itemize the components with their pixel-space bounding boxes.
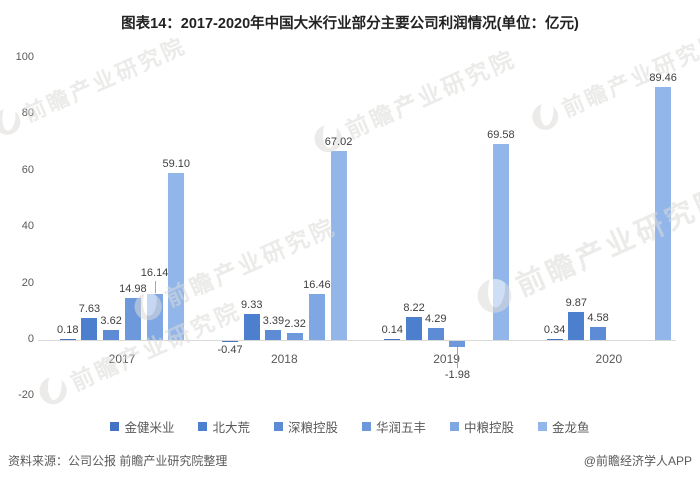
legend-item-金龙鱼: 金龙鱼	[538, 417, 590, 436]
bar-value-label: 0.34	[543, 324, 566, 336]
legend-label: 中粮控股	[464, 421, 515, 435]
x-axis-line	[38, 340, 676, 341]
watermark-text: 前瞻产业研究院	[511, 180, 700, 303]
bar-华润五丰-2018	[287, 333, 304, 340]
watermark-text: 前瞻产业研究院	[558, 27, 700, 122]
bar-value-label: 59.10	[162, 158, 191, 171]
bar-value-label: 4.29	[425, 312, 447, 325]
bar-value-label: 69.58	[487, 128, 515, 141]
bar-value-label: 2.32	[284, 318, 306, 331]
y-axis-tick-label: 100	[15, 50, 34, 63]
legend-item-华润五丰: 华润五丰	[362, 417, 426, 436]
bar-金健米业-2020	[546, 339, 563, 340]
bar-北大荒-2019	[406, 316, 423, 340]
legend-item-中粮控股: 中粮控股	[450, 417, 514, 436]
bar-中粮控股-2017	[146, 294, 163, 340]
x-axis-category-label: 2019	[433, 352, 460, 366]
legend: 金健米业 北大荒 深粮控股 华润五丰 中粮控股 金龙鱼	[0, 417, 700, 436]
bar-value-label: 89.46	[649, 72, 677, 85]
source-note: 资料来源：公司公报 前瞻产业研究院整理	[8, 454, 228, 468]
bar-中粮控股-2018	[308, 293, 325, 340]
bar-北大荒-2017	[81, 318, 98, 340]
bar-北大荒-2020	[568, 312, 585, 340]
x-axis-category-label: 2017	[108, 352, 136, 366]
legend-label: 金健米业	[124, 421, 175, 435]
bar-金龙鱼-2019	[492, 143, 509, 340]
bar-value-label: 16.14	[140, 267, 169, 280]
legend-label: 北大荒	[212, 421, 250, 435]
legend-swatch	[362, 422, 371, 431]
bar-value-label: 9.33	[241, 298, 263, 311]
credit-note: @前瞻经济学人APP	[583, 454, 692, 468]
legend-swatch	[538, 422, 548, 431]
bar-北大荒-2018	[243, 313, 260, 340]
y-axis-tick-label: -20	[18, 389, 34, 402]
bar-华润五丰-2019	[449, 341, 466, 347]
watermark: 前瞻产业研究院	[0, 28, 191, 141]
y-axis-tick-label: 0	[27, 333, 34, 345]
y-axis-tick-label: 60	[21, 163, 34, 176]
x-axis-category-label: 2018	[270, 352, 298, 366]
bar-金龙鱼-2020	[655, 87, 672, 340]
bar-深粮控股-2020	[590, 327, 607, 340]
watermark-logo-icon	[528, 99, 563, 134]
legend-swatch	[110, 422, 120, 431]
bar-value-label: 8.22	[403, 301, 425, 314]
watermark-logo-icon	[35, 372, 72, 409]
bar-value-label: 0.18	[57, 324, 79, 336]
bar-金龙鱼-2018	[330, 150, 347, 340]
legend-label: 金龙鱼	[552, 421, 590, 435]
bar-value-label: 7.63	[78, 303, 101, 316]
y-axis-tick-label: 80	[21, 107, 34, 120]
bar-深粮控股-2019	[427, 327, 444, 340]
y-axis-tick-label: 40	[21, 220, 34, 233]
x-axis-category-label: 2020	[595, 352, 623, 366]
bar-value-label: 4.58	[587, 312, 609, 325]
bar-value-label: 0.14	[381, 324, 404, 336]
chart-title: 图表14：2017-2020年中国大米行业部分主要公司利润情况(单位：亿元)	[121, 16, 579, 32]
legend-label: 深粮控股	[287, 421, 338, 435]
bar-value-label: 9.87	[565, 297, 588, 310]
legend-item-金健米业: 金健米业	[110, 417, 174, 436]
bar-value-label: -0.47	[217, 344, 243, 357]
bar-value-label: 3.62	[100, 314, 122, 327]
bar-华润五丰-2017	[124, 297, 141, 340]
bar-value-label: 67.02	[324, 135, 353, 148]
bar-金健米业-2019	[384, 339, 401, 340]
label-leader-line	[457, 346, 459, 368]
legend-swatch	[273, 422, 283, 431]
bar-value-label: 3.39	[262, 315, 285, 328]
legend-label: 华润五丰	[376, 421, 427, 435]
bar-深粮控股-2017	[103, 329, 120, 340]
legend-swatch	[450, 422, 460, 431]
bar-value-label: 14.98	[119, 282, 147, 295]
bar-深粮控股-2018	[265, 330, 282, 340]
bar-金健米业-2018	[222, 341, 239, 343]
bar-value-label: -1.98	[444, 368, 470, 381]
label-leader-line	[154, 281, 156, 294]
legend-item-北大荒: 北大荒	[198, 417, 250, 436]
watermark-text: 前瞻产业研究院	[20, 32, 191, 127]
bar-金健米业-2017	[59, 339, 76, 340]
y-axis-tick-label: 20	[21, 276, 34, 289]
legend-item-深粮控股: 深粮控股	[273, 417, 338, 436]
legend-swatch	[198, 422, 208, 431]
bar-value-label: 16.46	[303, 278, 331, 291]
bar-金龙鱼-2017	[168, 173, 185, 340]
